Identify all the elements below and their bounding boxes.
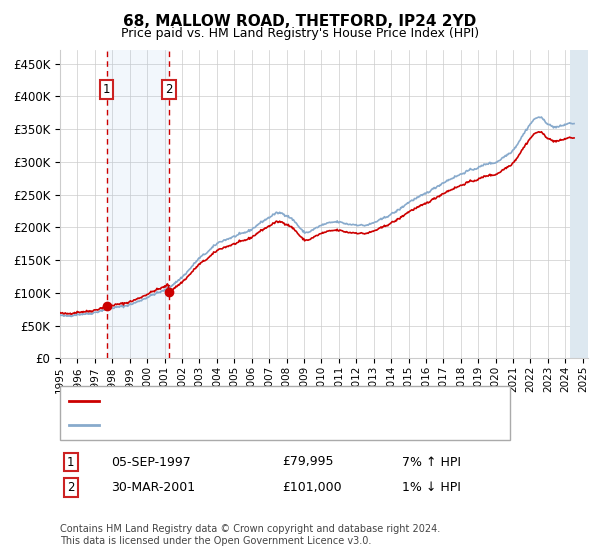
Text: 30-MAR-2001: 30-MAR-2001 [111,480,195,494]
Text: 68, MALLOW ROAD, THETFORD, IP24 2YD (detached house): 68, MALLOW ROAD, THETFORD, IP24 2YD (det… [105,395,456,408]
Text: £101,000: £101,000 [282,480,341,494]
Text: HPI: Average price, detached house, Breckland: HPI: Average price, detached house, Brec… [105,418,382,431]
Text: Price paid vs. HM Land Registry's House Price Index (HPI): Price paid vs. HM Land Registry's House … [121,27,479,40]
Text: 68, MALLOW ROAD, THETFORD, IP24 2YD: 68, MALLOW ROAD, THETFORD, IP24 2YD [124,14,476,29]
Text: 1% ↓ HPI: 1% ↓ HPI [402,480,461,494]
Bar [570,50,588,358]
Text: 2: 2 [67,480,74,494]
Text: 1: 1 [103,83,110,96]
Text: 7% ↑ HPI: 7% ↑ HPI [402,455,461,469]
Text: £79,995: £79,995 [282,455,334,469]
Text: 2: 2 [165,83,173,96]
Bar [570,50,588,358]
Text: 1: 1 [67,455,74,469]
Bar [107,50,169,358]
Text: Contains HM Land Registry data © Crown copyright and database right 2024.
This d: Contains HM Land Registry data © Crown c… [60,524,440,546]
Text: 05-SEP-1997: 05-SEP-1997 [111,455,191,469]
